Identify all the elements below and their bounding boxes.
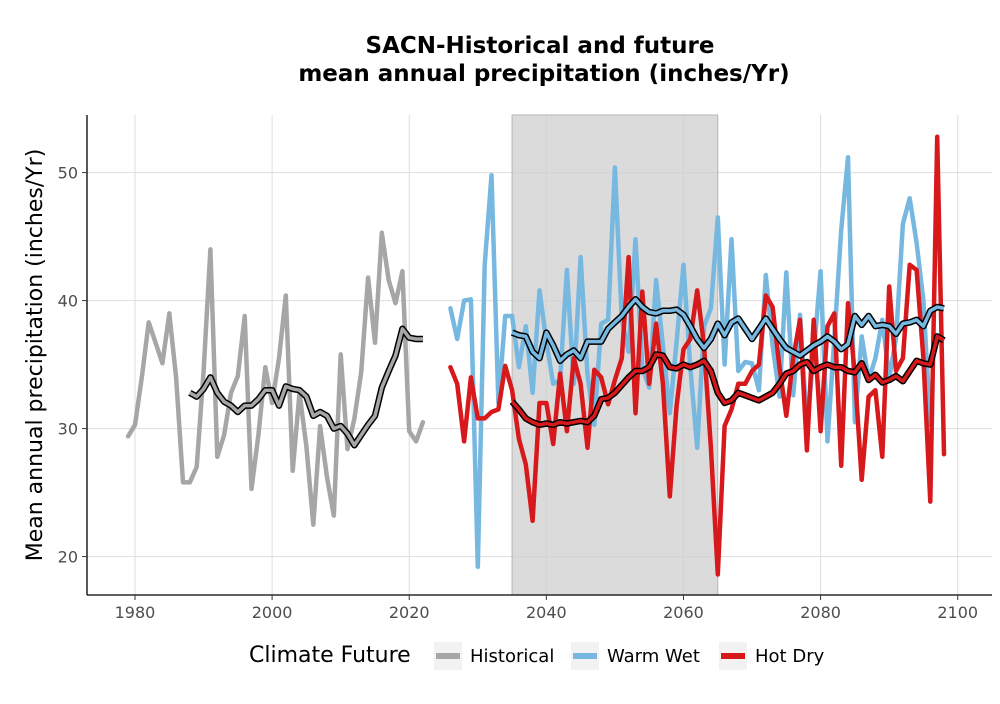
y-tick-label-30: 30	[58, 420, 78, 439]
legend-label-historical: Historical	[470, 646, 554, 667]
x-tick-label-1980: 1980	[115, 603, 156, 622]
series-line-hot-dry	[448, 134, 947, 577]
legend-title: Climate Future	[249, 643, 411, 668]
x-tick-label-2040: 2040	[526, 603, 567, 622]
chart-title-line-2: mean annual precipitation (inches/Yr)	[298, 61, 789, 87]
x-tick-label-2060: 2060	[663, 603, 704, 622]
tick-labels: 1980 2000 2020 2040 2060 2080 2100 20 30 40 50	[58, 164, 978, 622]
smoothed-lines	[188, 296, 946, 449]
smoothed-line-historical	[188, 327, 423, 447]
series-line-historical	[125, 230, 426, 527]
legend-label-hot-dry: Hot Dry	[755, 646, 825, 667]
x-tick-label-2020: 2020	[389, 603, 430, 622]
smoothed-line-warm-wet	[511, 297, 945, 363]
axes	[86, 115, 992, 596]
x-tick-label-2100: 2100	[937, 603, 978, 622]
y-tick-label-40: 40	[58, 292, 78, 311]
y-tick-label-20: 20	[58, 548, 78, 567]
x-tick-label-2080: 2080	[800, 603, 841, 622]
legend: Climate Future Historical Warm Wet Hot Dry	[249, 642, 825, 670]
y-tick-label-50: 50	[58, 164, 78, 183]
y-axis-title: Mean annual precipitation (inches/Yr)	[23, 149, 48, 562]
smoothed-line-hot-dry	[510, 334, 945, 427]
chart-title-line-1: SACN-Historical and future	[366, 33, 715, 59]
legend-label-warm-wet: Warm Wet	[607, 646, 700, 667]
x-tick-label-2000: 2000	[252, 603, 293, 622]
